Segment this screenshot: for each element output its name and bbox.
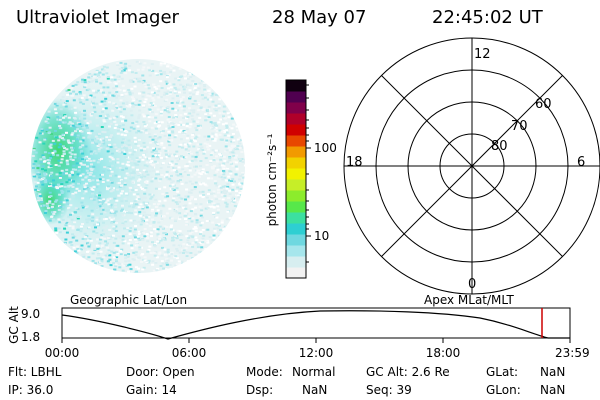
colorbar-cell: [286, 223, 306, 235]
colorbar-cell: [286, 135, 306, 147]
ip-status: IP: 36.0: [8, 383, 54, 397]
glat-label: GLat:: [486, 365, 519, 379]
colorbar-cell: [286, 124, 306, 136]
gain-status: Gain: 14: [126, 383, 177, 397]
image-time: 22:45:02 UT: [432, 7, 543, 28]
colorbar-cell: [286, 91, 306, 103]
geographic-label: Geographic Lat/Lon: [70, 293, 188, 307]
colorbar-label-10: 10: [314, 229, 330, 243]
colorbar-cell: [286, 201, 306, 213]
sequence-status: Seq: 39: [366, 383, 412, 397]
polar-diagonal-2: [381, 75, 563, 257]
glon-value: NaN: [540, 383, 566, 397]
gc-alt-label-min: 1.8: [21, 330, 41, 344]
colorbar-cell: [286, 267, 306, 279]
colorbar-cell: [286, 168, 306, 180]
time-tick-1800: 18:00: [425, 346, 461, 360]
time-tick-1200: 12:00: [298, 346, 334, 360]
glon-label: GLon:: [486, 383, 521, 397]
gc-alt-status: GC Alt: 2.6 Re: [366, 365, 450, 379]
time-tick-0600: 06:00: [171, 346, 207, 360]
mode-value: Normal: [292, 365, 336, 379]
altitude-curve: [61, 310, 570, 340]
colorbar-cell: [286, 234, 306, 246]
door-status: Door: Open: [126, 365, 195, 379]
colorbar-cell: [286, 256, 306, 268]
apex-label: Apex MLat/MLT: [424, 293, 514, 307]
mlt-label-6: 6: [577, 155, 586, 170]
colorbar-cell: [286, 179, 306, 191]
instrument-title: Ultraviolet Imager: [16, 7, 179, 28]
colorbar-cell: [286, 113, 306, 125]
mlt-label-0: 0: [468, 277, 477, 292]
colorbar-cell: [286, 212, 306, 224]
mode-label: Mode:: [246, 365, 283, 379]
mlt-label-12: 12: [474, 47, 491, 62]
mlat-label-70: 70: [511, 119, 528, 134]
colorbar-cell: [286, 190, 306, 202]
timeline-frame: [61, 307, 571, 339]
mlat-label-60: 60: [535, 97, 552, 112]
colorbar-cell: [286, 157, 306, 169]
gc-alt-label-max: 9.0: [21, 307, 41, 321]
filter-status: Flt: LBHL: [8, 365, 62, 379]
mlt-label-18: 18: [346, 155, 363, 170]
image-date: 28 May 07: [272, 7, 367, 28]
glat-value: NaN: [540, 365, 566, 379]
colorbar-cell: [286, 146, 306, 158]
colorbar-label-100: 100: [314, 141, 337, 155]
colorbar-cell: [286, 80, 306, 92]
time-tick-0000: 00:00: [44, 346, 80, 360]
time-tick-2359: 23:59: [555, 346, 590, 360]
colorbar-cell: [286, 102, 306, 114]
dsp-value: NaN: [302, 383, 328, 397]
colorbar-cell: [286, 245, 306, 257]
dsp-label: Dsp:: [246, 383, 274, 397]
mlat-label-80: 80: [491, 139, 508, 154]
